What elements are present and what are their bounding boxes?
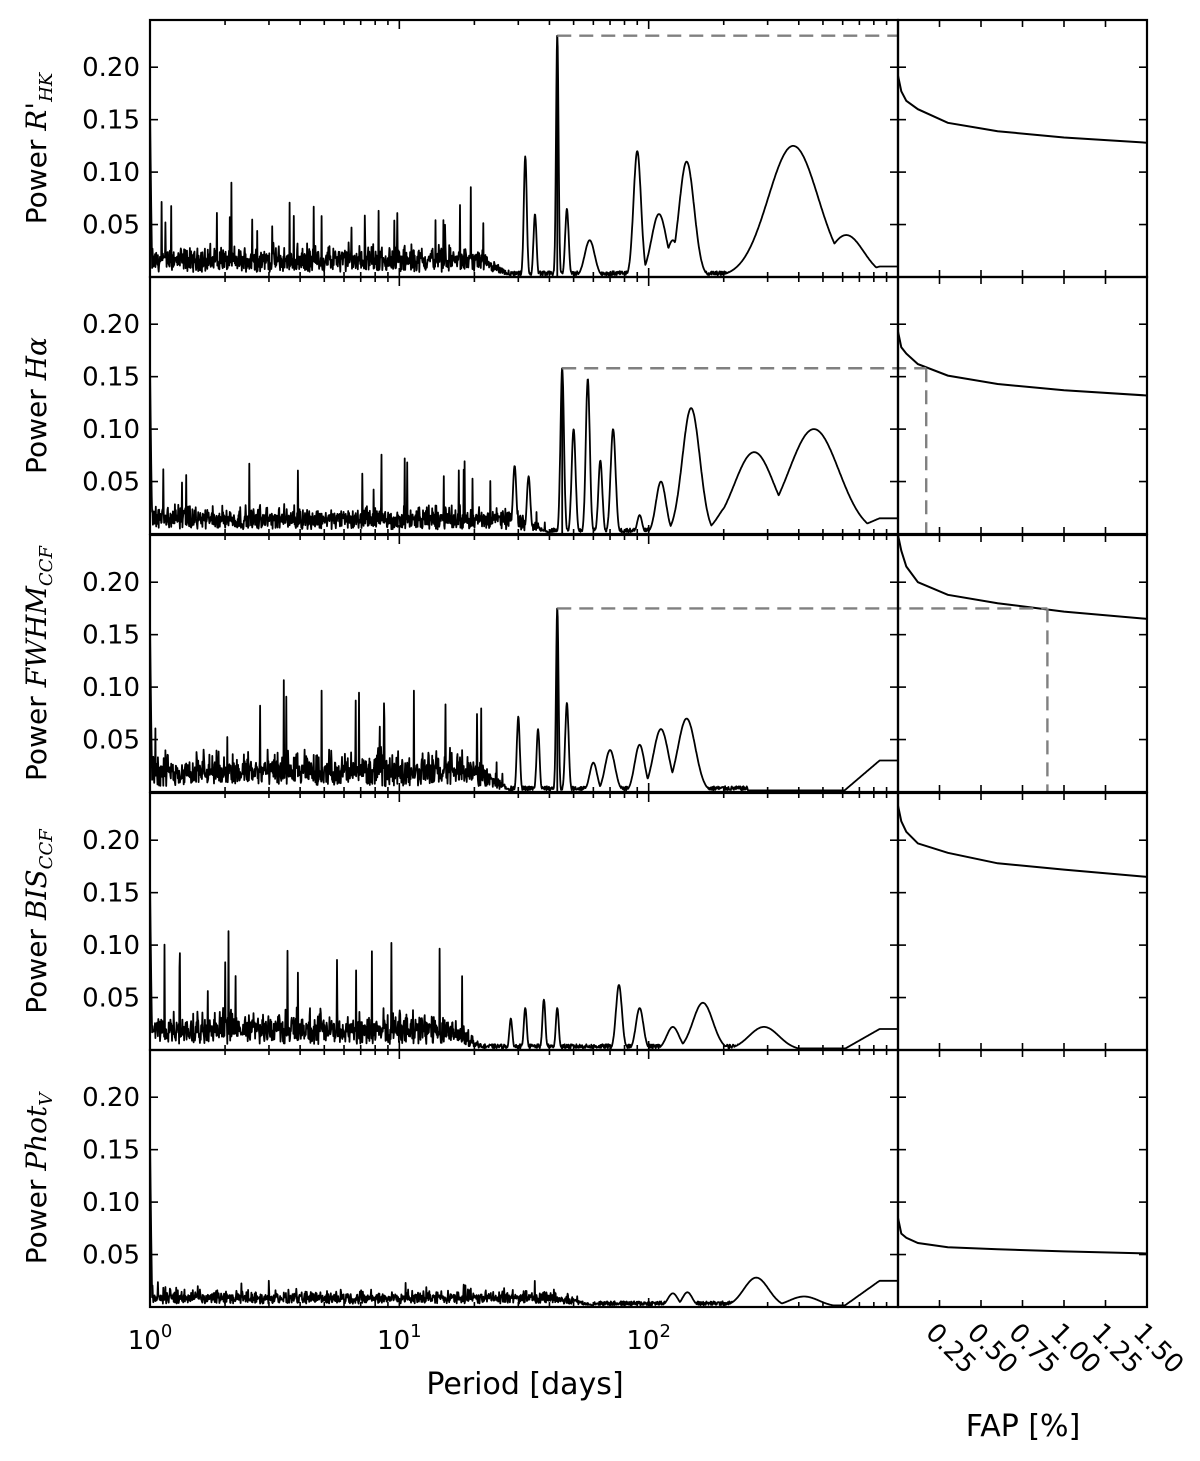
- fap-frame-5: [896, 1048, 1149, 1309]
- y-tick-label: 0.15: [82, 879, 140, 909]
- y-tick-label: 0.15: [82, 1136, 140, 1166]
- y-axis-label-symbol: Hα: [20, 337, 53, 381]
- periodogram-series-3: [149, 607, 899, 792]
- x-tick-label: 100: [128, 1321, 173, 1356]
- periodogram-series-2: [149, 366, 899, 534]
- panel-1: 0.05 0.10 0.15 0.20 Power R'HK: [20, 18, 1149, 279]
- y-axis-label-symbol: BIS: [20, 869, 53, 921]
- x-tick-base: 10: [128, 1326, 161, 1356]
- y-axis-label-subscript: CCF: [36, 828, 57, 870]
- y-axis-label-symbol: Phot: [20, 1105, 53, 1172]
- y-axis-label-1: Power R'HK: [20, 71, 57, 224]
- fap-frame-3: [896, 533, 1149, 794]
- fap-frame-4: [896, 791, 1149, 1052]
- panel-5: 0.05 0.10 0.15 0.20 Power PhotV: [20, 1048, 1149, 1309]
- fap-curve-1: [897, 75, 1148, 144]
- periodogram-series-5: [149, 1139, 899, 1307]
- y-tick-label: 0.05: [82, 726, 140, 756]
- x-tick-exponent: 0: [161, 1321, 172, 1342]
- x-tick-base: 10: [377, 1326, 410, 1356]
- y-tick-label: 0.20: [82, 310, 140, 340]
- y-tick-label: 0.20: [82, 826, 140, 856]
- x-axis-title: Period [days]: [426, 1367, 623, 1402]
- y-axis-label-prefix: Power: [20, 131, 53, 225]
- panel-4: 0.05 0.10 0.15 0.20 Power BISCCF: [20, 791, 1149, 1052]
- panel-3: 0.05 0.10 0.15 0.20 Power FWHMCCF: [20, 533, 1149, 794]
- y-axis-label-subscript: V: [36, 1091, 57, 1106]
- fap-curve-3: [897, 534, 1148, 620]
- x-axis: 100 101 102 0.250.500.751.001.251.50: [128, 1318, 1189, 1380]
- y-axis-label-4: Power BISCCF: [20, 828, 57, 1014]
- periodogram-series-1: [149, 34, 899, 277]
- y-tick-label: 0.15: [82, 621, 140, 651]
- y-axis-label-subscript: CCF: [36, 545, 57, 587]
- y-tick-label: 0.10: [82, 1188, 140, 1218]
- y-tick-label: 0.10: [82, 673, 140, 703]
- y-tick-label: 0.20: [82, 568, 140, 598]
- x-tick-base: 10: [626, 1326, 659, 1356]
- x-tick-exponent: 1: [410, 1321, 421, 1342]
- y-axis-label-symbol: R': [20, 102, 53, 132]
- y-axis-label-symbol: FWHM: [20, 585, 53, 689]
- y-axis-label-subscript: HK: [36, 71, 57, 103]
- y-tick-label: 0.05: [82, 984, 140, 1014]
- y-axis-label-prefix: Power: [20, 687, 53, 781]
- y-axis-label-2: Power Hα: [20, 337, 53, 474]
- y-tick-label: 0.10: [82, 158, 140, 188]
- panel-frame-2: [148, 275, 900, 536]
- y-tick-label: 0.10: [82, 415, 140, 445]
- periodogram-series-4: [149, 882, 899, 1050]
- y-tick-label: 0.05: [82, 1241, 140, 1271]
- y-axis-label-prefix: Power: [20, 380, 53, 474]
- y-tick-label: 0.05: [82, 211, 140, 241]
- fap-axis-title: FAP [%]: [966, 1409, 1081, 1444]
- x-tick-label: 102: [626, 1321, 671, 1356]
- y-axis-label-3: Power FWHMCCF: [20, 545, 57, 781]
- y-tick-label: 0.15: [82, 363, 140, 393]
- y-tick-label: 0.15: [82, 106, 140, 136]
- fap-frame-2: [896, 275, 1149, 536]
- y-axis-label-prefix: Power: [20, 1171, 53, 1265]
- fap-frame-1: [896, 18, 1149, 279]
- y-axis-label-prefix: Power: [20, 920, 53, 1014]
- x-tick-exponent: 2: [659, 1321, 670, 1342]
- y-axis-label-5: Power PhotV: [20, 1091, 57, 1265]
- y-tick-label: 0.20: [82, 1083, 140, 1113]
- panel-frame-3: [148, 533, 900, 794]
- y-tick-label: 0.05: [82, 468, 140, 498]
- panel-frame-1: [148, 18, 900, 279]
- fap-curve-4: [897, 805, 1148, 878]
- panel-frame-5: [148, 1048, 900, 1309]
- fap-curve-5: [897, 1217, 1148, 1255]
- fap-curve-2: [897, 331, 1148, 397]
- y-tick-label: 0.20: [82, 53, 140, 83]
- x-tick-label: 101: [377, 1321, 422, 1356]
- y-tick-label: 0.10: [82, 931, 140, 961]
- panel-2: 0.05 0.10 0.15 0.20 Power Hα: [20, 275, 1149, 536]
